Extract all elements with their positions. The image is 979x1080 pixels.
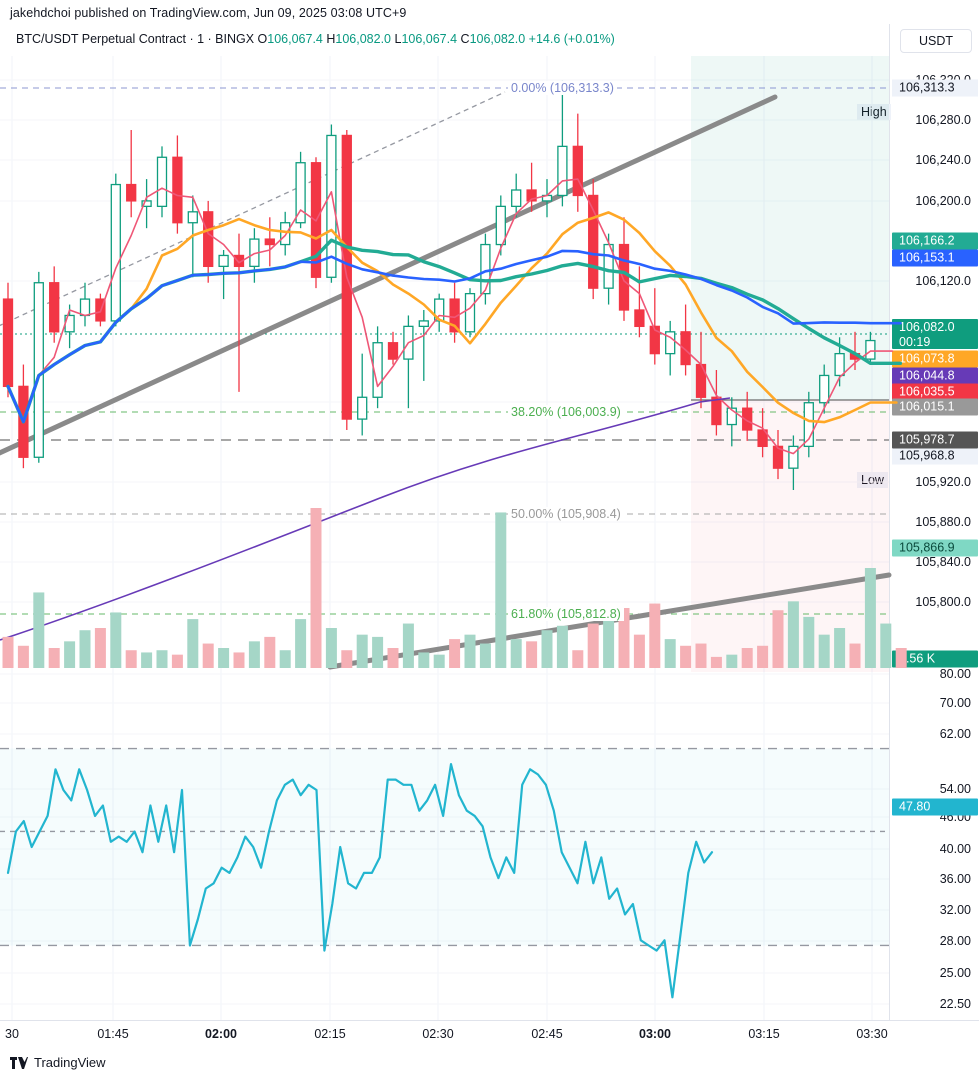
time-tick-4: 02:30 <box>422 1027 454 1041</box>
price-badge-value: 106,015.1 <box>899 399 955 414</box>
volume-series <box>2 508 907 668</box>
long-position-zone[interactable] <box>691 56 889 400</box>
time-tick-1: 01:45 <box>97 1027 129 1041</box>
fib-label-0: 0.00% (106,313.3) <box>508 81 617 95</box>
price-badge-value: 106,082.0 <box>899 320 955 334</box>
legend-low-label: L <box>394 32 402 46</box>
price-tick: 106,200.0 <box>915 194 971 208</box>
chart-legend[interactable]: BTC/USDT Perpetual Contract · 1 · BINGX … <box>16 32 615 46</box>
rsi-band-fill <box>0 748 889 946</box>
countdown-timer: 00:19 <box>899 335 931 349</box>
rsi-tick: 22.50 <box>939 997 971 1011</box>
price-badge-value: 105,866.9 <box>899 540 955 555</box>
price-badge-volume-last[interactable]: 7.56 K <box>892 650 978 668</box>
legend-open-value: 106,067.4 <box>267 32 323 46</box>
price-badge-ma-orange[interactable]: 106,073.8 <box>892 350 978 368</box>
time-tick-3: 02:15 <box>314 1027 346 1041</box>
session-high-value: 106,313.3 <box>892 79 978 97</box>
legend-open-label: O <box>257 32 268 46</box>
price-tick: 105,800.0 <box>915 595 971 609</box>
price-badge-last-price[interactable]: 106,082.0 00:19 <box>892 319 978 349</box>
price-tick: 105,840.0 <box>915 555 971 569</box>
price-badge-value: 7.56 K <box>899 651 936 666</box>
session-high-tag: High <box>857 104 891 120</box>
fib-label-2: 50.00% (105,908.4) <box>508 507 624 521</box>
currency-chip[interactable]: USDT <box>900 29 972 53</box>
price-badge-value: 106,166.2 <box>899 233 955 248</box>
rsi-tick: 62.00 <box>939 727 971 741</box>
legend-symbol[interactable]: BTC/USDT Perpetual Contract · 1 · BINGX <box>16 32 255 46</box>
price-tick: 106,280.0 <box>915 113 971 127</box>
moving-average-0 <box>7 178 894 455</box>
price-badge-value: 105,978.7 <box>899 432 955 447</box>
rsi-tick: 40.00 <box>939 842 971 856</box>
rsi-line <box>6 763 714 999</box>
price-badge-value: 106,035.5 <box>899 384 955 399</box>
price-tick: 105,880.0 <box>915 515 971 529</box>
rsi-value-badge[interactable]: 47.80 <box>892 798 978 816</box>
time-tick-7: 03:15 <box>748 1027 780 1041</box>
time-tick-6: 03:00 <box>639 1027 671 1041</box>
attribution-text: jakehdchoi published on TradingView.com,… <box>10 6 407 20</box>
price-badge-value: 106,153.1 <box>899 250 955 265</box>
price-scale[interactable]: USDT 106,320.0106,280.0106,240.0106,200.… <box>857 24 979 1020</box>
price-tick: 105,920.0 <box>915 475 971 489</box>
session-low-value: 105,968.8 <box>892 447 978 465</box>
price-badge-ma-gray[interactable]: 106,015.1 <box>892 398 978 416</box>
legend-close-label: C <box>460 32 470 46</box>
legend-high-label: H <box>326 32 336 46</box>
tradingview-glyph-icon <box>10 1056 28 1069</box>
candlestick-series <box>2 80 876 490</box>
price-badge-ma-green[interactable]: 106,166.2 <box>892 232 978 250</box>
time-scale[interactable]: 30 01:45 02:00 02:15 02:30 02:45 03:00 03:15 03:… <box>0 1020 979 1048</box>
price-tick: 106,120.0 <box>915 274 971 288</box>
rsi-tick: 28.00 <box>939 934 971 948</box>
price-badge-trend-gray[interactable]: 105,978.7 <box>892 431 978 449</box>
price-badge-value: 106,073.8 <box>899 351 955 366</box>
tradingview-logo: TradingView <box>10 1055 106 1070</box>
moving-average-3 <box>6 249 902 424</box>
legend-close-value: 106,082.0 <box>469 32 526 46</box>
moving-average-1 <box>6 211 898 424</box>
tradingview-logo-text: TradingView <box>34 1055 106 1070</box>
fib-label-3: 61.80% (105,812.8) <box>508 607 624 621</box>
rsi-tick: 25.00 <box>939 966 971 980</box>
price-badge-volume-ma[interactable]: 105,866.9 <box>892 539 978 557</box>
fib-label-1: 38.20% (106,003.9) <box>508 405 624 419</box>
rsi-tick: 32.00 <box>939 903 971 917</box>
legend-low-value: 106,067.4 <box>401 32 458 46</box>
price-tick: 106,240.0 <box>915 153 971 167</box>
price-badge-ma-purple[interactable]: 106,044.8 <box>892 367 978 385</box>
price-badge-ma-blue[interactable]: 106,153.1 <box>892 249 978 267</box>
time-tick-8: 03:30 <box>856 1027 888 1041</box>
time-tick-2: 02:00 <box>205 1027 237 1041</box>
time-tick-0: 30 <box>5 1027 19 1041</box>
price-badge-ma-red[interactable]: 106,035.5 <box>892 383 978 401</box>
legend-high-value: 106,082.0 <box>335 32 391 46</box>
price-badge-value: 106,044.8 <box>899 368 955 383</box>
rsi-tick: 54.00 <box>939 782 971 796</box>
time-tick-5: 02:45 <box>531 1027 563 1041</box>
legend-change: +14.6 (+0.01%) <box>528 32 615 46</box>
moving-average-purple <box>0 397 731 641</box>
rsi-tick: 70.00 <box>939 696 971 710</box>
rsi-tick: 36.00 <box>939 872 971 886</box>
rsi-tick: 80.00 <box>939 667 971 681</box>
